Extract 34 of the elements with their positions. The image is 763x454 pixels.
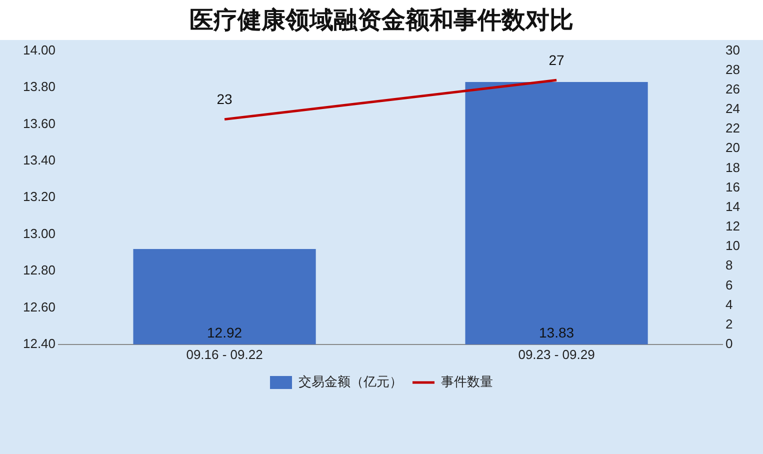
y-tick-label: 13.80 bbox=[22, 79, 56, 94]
y2-tick-label: 0 bbox=[726, 336, 733, 351]
x-tick-label: 09.16 - 09.22 bbox=[186, 346, 263, 362]
y-tick-label: 12.60 bbox=[22, 299, 56, 314]
legend-label: 事件数量 bbox=[441, 374, 493, 390]
y2-tick-label: 12 bbox=[726, 218, 740, 234]
y-tick-label: 13.40 bbox=[22, 152, 56, 168]
y2-tick-label: 26 bbox=[726, 82, 740, 97]
y2-tick-label: 30 bbox=[726, 42, 740, 58]
y2-tick-label: 22 bbox=[726, 120, 740, 136]
y2-tick-label: 18 bbox=[726, 160, 740, 175]
data-label: 27 bbox=[548, 52, 565, 68]
y2-tick-label: 6 bbox=[726, 277, 733, 292]
data-label: 13.83 bbox=[539, 324, 574, 340]
chart-title: 医疗健康领域融资金额和事件数对比 bbox=[0, 0, 763, 40]
y2-tick-label: 20 bbox=[726, 140, 740, 156]
y-tick-label: 13.00 bbox=[22, 226, 56, 241]
y2-tick-label: 24 bbox=[726, 101, 740, 116]
y-tick-label: 12.80 bbox=[22, 262, 56, 278]
y2-tick-label: 8 bbox=[726, 258, 733, 273]
y2-tick-label: 14 bbox=[726, 198, 740, 214]
y-tick-label: 13.60 bbox=[22, 116, 56, 131]
y-tick-label: 13.20 bbox=[22, 189, 56, 204]
y-tick-label: 14.00 bbox=[22, 42, 56, 58]
y2-tick-label: 2 bbox=[726, 316, 733, 332]
y-tick-label: 12.40 bbox=[22, 336, 56, 351]
x-tick-label: 09.23 - 09.29 bbox=[518, 346, 595, 362]
y2-tick-label: 16 bbox=[726, 179, 740, 194]
y2-tick-label: 4 bbox=[726, 296, 733, 312]
y2-tick-label: 28 bbox=[726, 62, 740, 77]
data-label: 12.92 bbox=[207, 324, 242, 340]
data-label: 23 bbox=[216, 91, 233, 108]
legend-label: 交易金额（亿元） bbox=[298, 374, 402, 390]
y2-tick-label: 10 bbox=[726, 238, 740, 254]
